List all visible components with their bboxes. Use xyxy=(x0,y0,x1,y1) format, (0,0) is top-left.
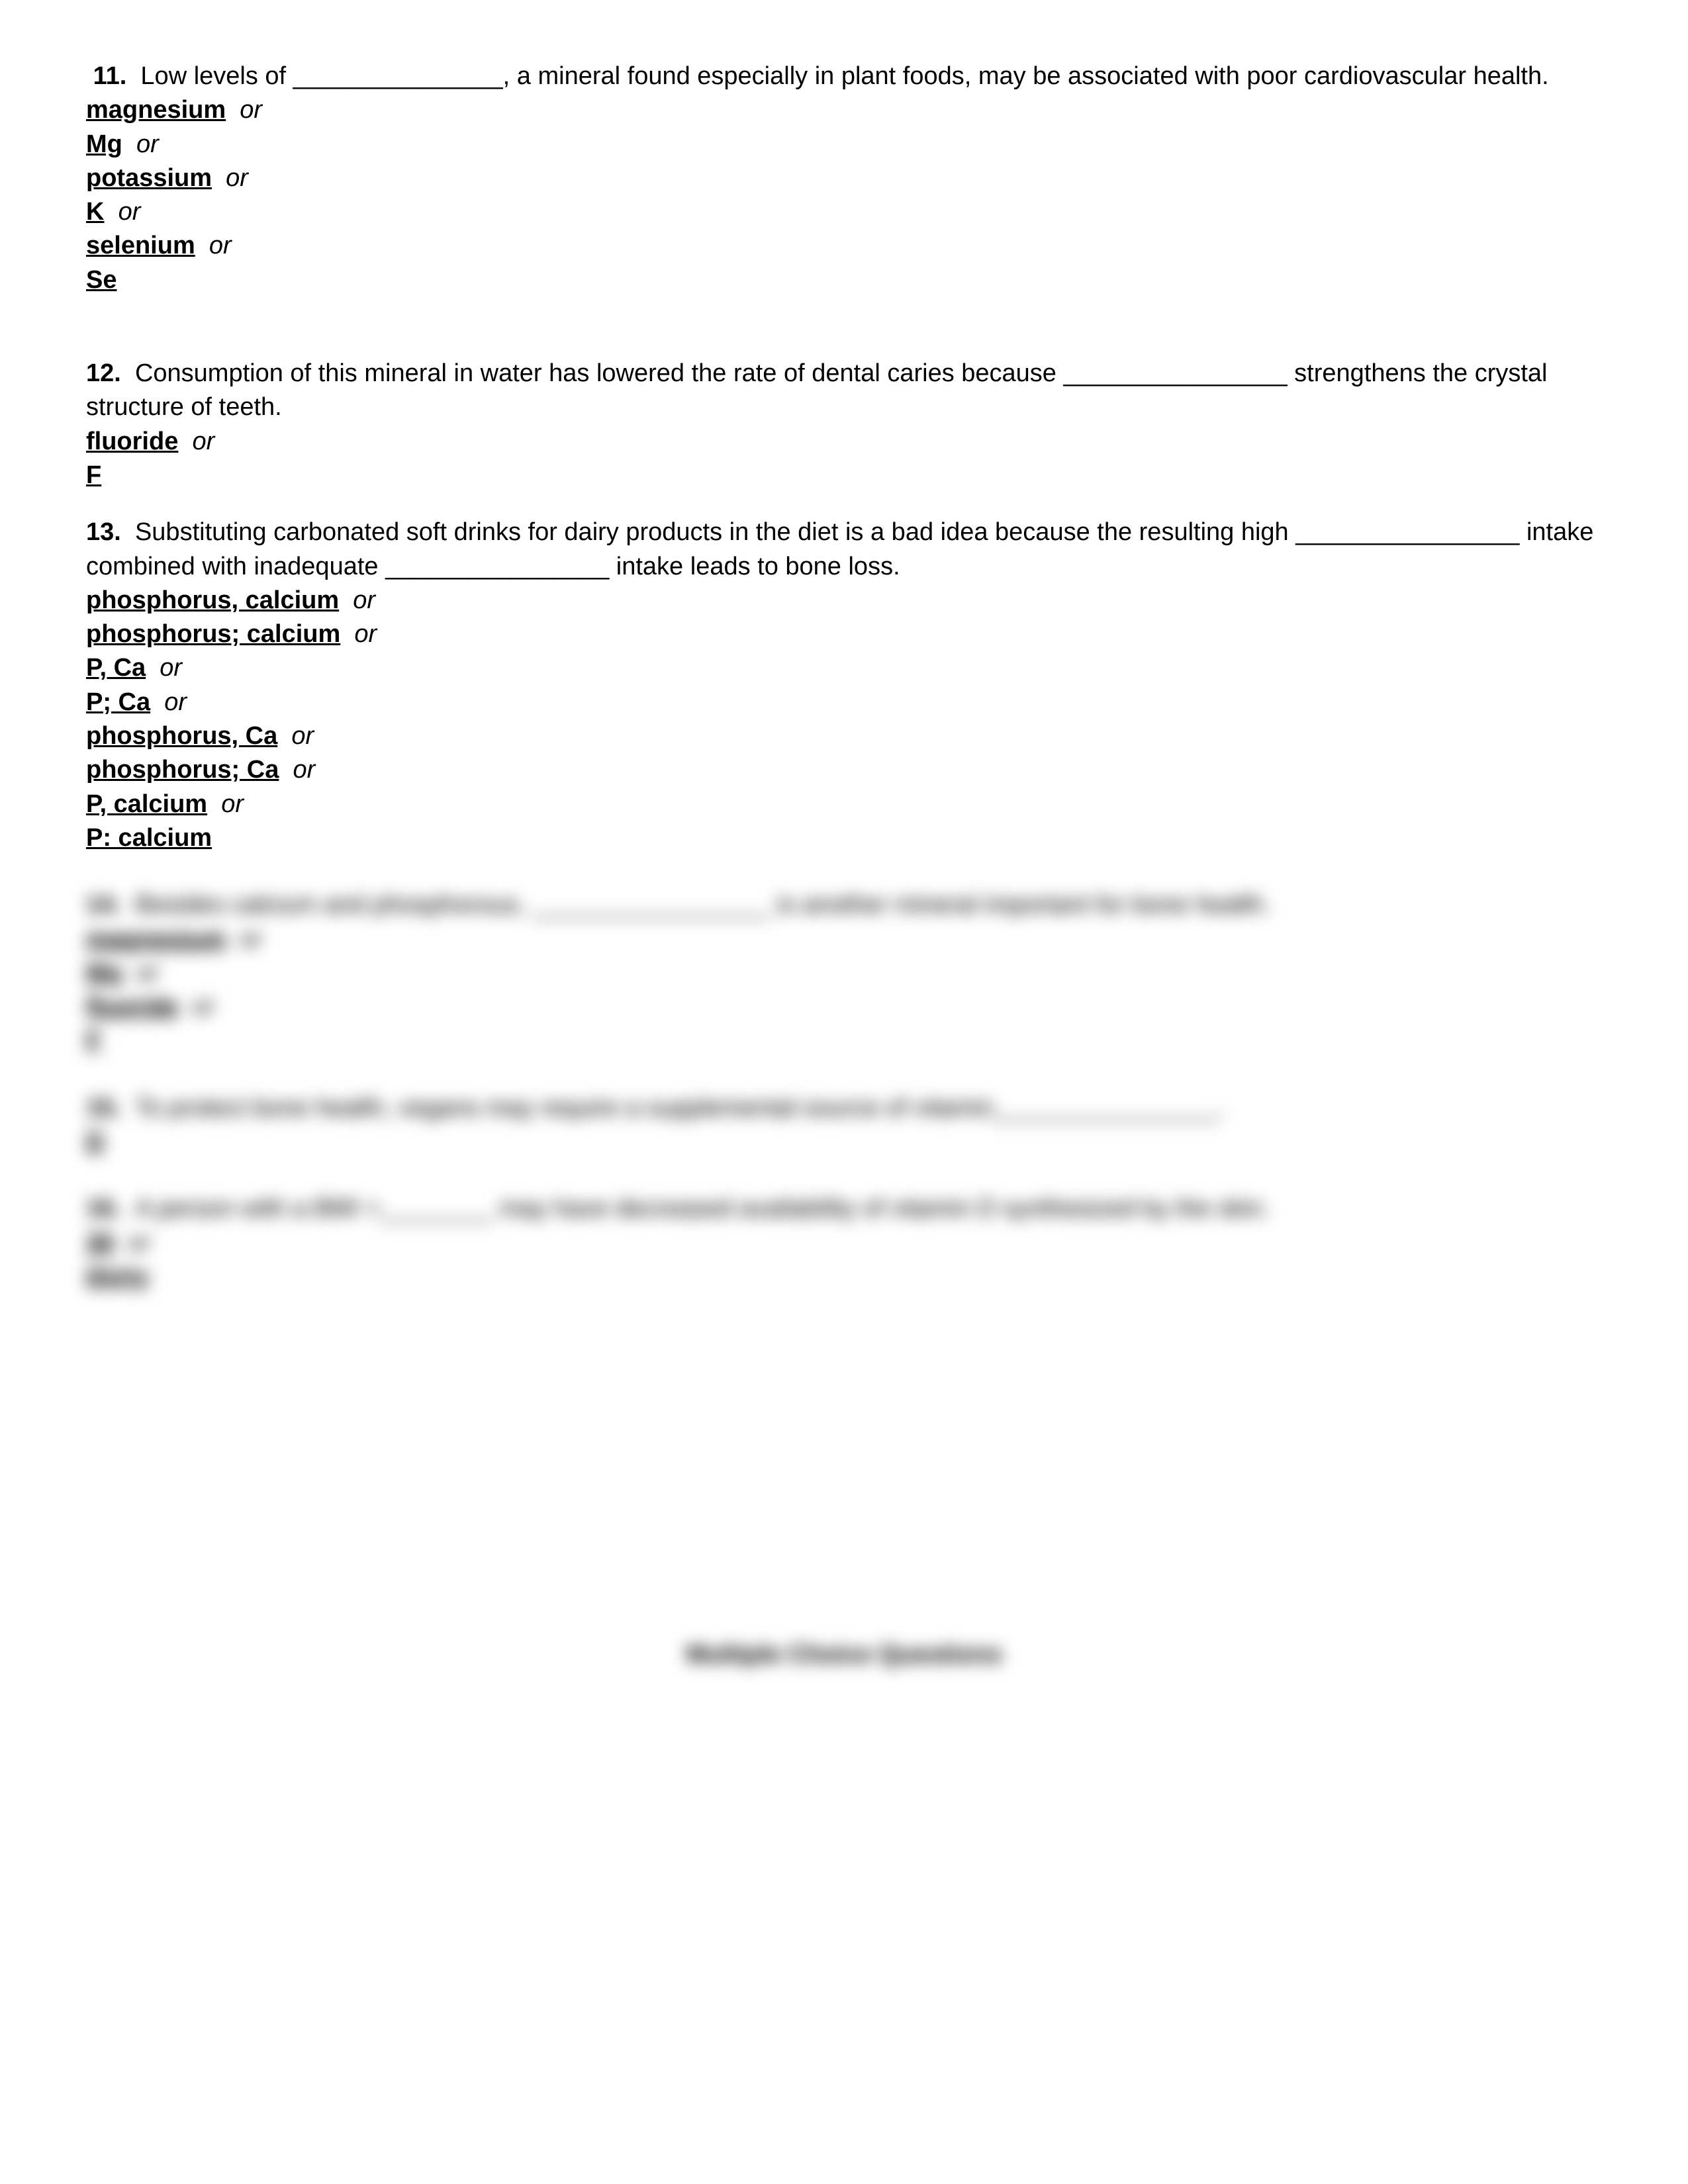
answer-term: phosphorus, calcium xyxy=(86,586,339,614)
or-separator: or xyxy=(192,993,214,1021)
answer-term: P: calcium xyxy=(86,824,212,852)
question-12: 12. Consumption of this mineral in water… xyxy=(86,357,1602,492)
blank: ________________ xyxy=(385,550,609,584)
question-12-text: 12. Consumption of this mineral in water… xyxy=(86,357,1602,425)
question-text-before: Consumption of this mineral in water has… xyxy=(135,359,1064,387)
answer-term: magnesium xyxy=(86,96,226,124)
or-separator: or xyxy=(209,232,232,259)
question-13: 13. Substituting carbonated soft drinks … xyxy=(86,516,1602,855)
answer-line: P: calcium xyxy=(86,821,1602,855)
blank: ________________ xyxy=(1295,516,1519,549)
answer-term: D xyxy=(86,1128,104,1156)
answer-line: P, calcium or xyxy=(86,788,1602,821)
answer-term: selenium xyxy=(86,232,195,259)
question-11: 11. Low levels of _______________, a min… xyxy=(86,60,1602,297)
question-16-text: 16. A person with a BMI >________ may ha… xyxy=(86,1192,1602,1226)
answer-term: fluoride xyxy=(86,993,178,1021)
answer-line: K or xyxy=(86,195,1602,229)
answer-term: Se xyxy=(86,266,117,294)
answer-term: 30 xyxy=(86,1229,114,1257)
answer-term: magnesium xyxy=(86,925,226,953)
or-separator: or xyxy=(136,959,159,987)
answer-line: P; Ca or xyxy=(86,686,1602,719)
answer-term: F xyxy=(86,461,101,489)
answer-term: K xyxy=(86,198,104,226)
question-number: 11. xyxy=(93,62,127,90)
question-text-after: , a mineral found especially in plant fo… xyxy=(503,62,1549,90)
answer-line: magnesium or xyxy=(86,93,1602,127)
question-number: 12. xyxy=(86,359,121,387)
question-text: Besides calcium and phosphorous, _______… xyxy=(135,891,1270,919)
or-separator: or xyxy=(128,1229,150,1257)
question-number: 15. xyxy=(86,1094,121,1122)
or-separator: or xyxy=(240,925,262,953)
answer-term: P, Ca xyxy=(86,654,146,682)
section-heading-blurred: Multiple Choice Questions xyxy=(86,1638,1602,1672)
question-text-before: Substituting carbonated soft drinks for … xyxy=(135,518,1295,546)
question-15-blurred: 15. To protect bone health, vegans may r… xyxy=(86,1091,1602,1160)
question-text-after: intake leads to bone loss. xyxy=(609,553,900,580)
answer-line: 30 or xyxy=(86,1226,1602,1260)
answer-line: phosphorus, calcium or xyxy=(86,584,1602,617)
or-separator: or xyxy=(221,790,244,818)
or-separator: or xyxy=(192,428,214,455)
answer-line: Mg or xyxy=(86,128,1602,161)
answer-term: P; Ca xyxy=(86,688,150,716)
question-13-text: 13. Substituting carbonated soft drinks … xyxy=(86,516,1602,584)
or-separator: or xyxy=(118,198,141,226)
question-text: To protect bone health, vegans may requi… xyxy=(135,1094,1225,1122)
answer-line: P, Ca or xyxy=(86,651,1602,685)
or-separator: or xyxy=(353,586,375,614)
answer-line: phosphorus; calcium or xyxy=(86,617,1602,651)
question-16-blurred: 16. A person with a BMI >________ may ha… xyxy=(86,1192,1602,1294)
question-number: 14. xyxy=(86,891,121,919)
answer-line: Se xyxy=(86,263,1602,297)
answer-line: fluoride or xyxy=(86,425,1602,459)
answer-term: fluoride xyxy=(86,428,178,455)
answer-line: selenium or xyxy=(86,229,1602,263)
answer-term: phosphorus, Ca xyxy=(86,722,277,750)
answer-line: phosphorus; Ca or xyxy=(86,753,1602,787)
answer-line: magnesium or xyxy=(86,923,1602,956)
answer-term: potassium xyxy=(86,164,212,192)
or-separator: or xyxy=(226,164,248,192)
answer-term: P, calcium xyxy=(86,790,207,818)
answer-term: Mg xyxy=(86,130,122,158)
question-text-before: Low levels of xyxy=(140,62,293,90)
question-text: A person with a BMI >________ may have d… xyxy=(135,1195,1270,1222)
answer-line: D xyxy=(86,1125,1602,1159)
answer-line: potassium or xyxy=(86,161,1602,195)
answer-term: phosphorus; Ca xyxy=(86,756,279,784)
or-separator: or xyxy=(240,96,262,124)
answer-line: thirty xyxy=(86,1260,1602,1294)
question-14-text: 14. Besides calcium and phosphorous, ___… xyxy=(86,888,1602,922)
or-separator: or xyxy=(160,654,182,682)
or-separator: or xyxy=(293,756,315,784)
answer-line: fluoride or xyxy=(86,990,1602,1024)
answer-line: F xyxy=(86,1024,1602,1058)
answer-line: F xyxy=(86,459,1602,492)
blank: ________________ xyxy=(1063,357,1287,390)
answer-line: Mg or xyxy=(86,956,1602,990)
answer-term: phosphorus; calcium xyxy=(86,620,340,648)
or-separator: or xyxy=(136,130,159,158)
blank: _______________ xyxy=(293,60,503,93)
question-number: 16. xyxy=(86,1195,121,1222)
or-separator: or xyxy=(291,722,314,750)
or-separator: or xyxy=(164,688,187,716)
question-15-text: 15. To protect bone health, vegans may r… xyxy=(86,1091,1602,1125)
question-number: 13. xyxy=(86,518,121,546)
answer-term: Mg xyxy=(86,959,122,987)
answer-line: phosphorus, Ca or xyxy=(86,719,1602,753)
answer-term: F xyxy=(86,1026,101,1054)
or-separator: or xyxy=(354,620,377,648)
question-11-text: 11. Low levels of _______________, a min… xyxy=(86,60,1602,93)
question-14-blurred: 14. Besides calcium and phosphorous, ___… xyxy=(86,888,1602,1058)
answer-term: thirty xyxy=(86,1263,149,1291)
